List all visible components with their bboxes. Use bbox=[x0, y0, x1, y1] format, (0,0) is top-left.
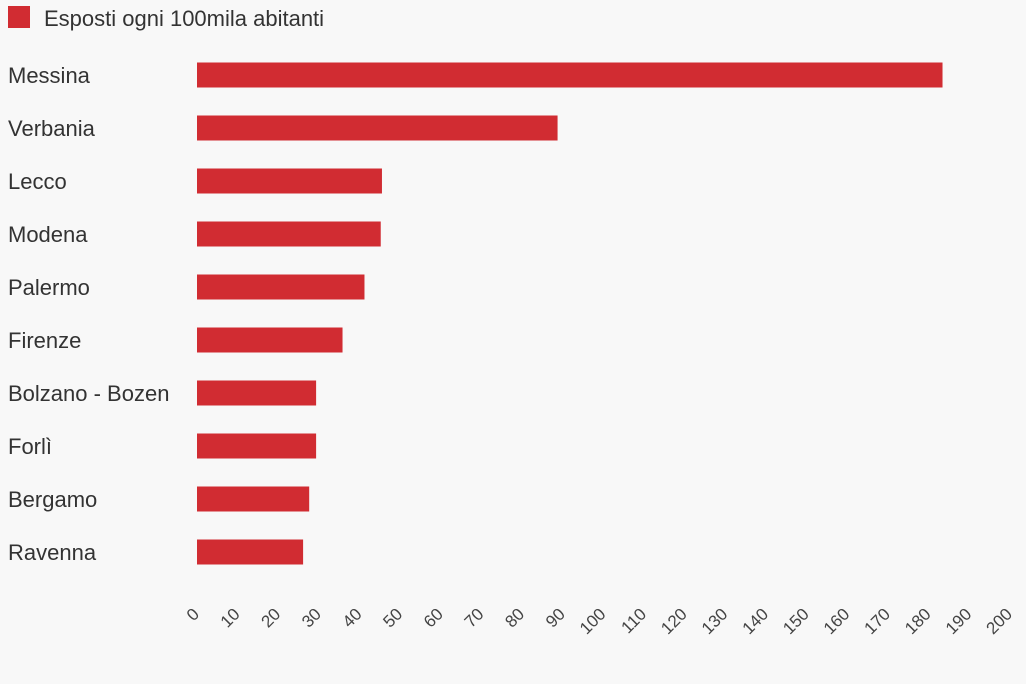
x-tick-label: 190 bbox=[942, 605, 975, 638]
x-tick-label: 110 bbox=[618, 605, 651, 638]
x-tick-label: 90 bbox=[542, 605, 569, 632]
x-tick-label: 130 bbox=[698, 605, 731, 638]
x-tick-label: 100 bbox=[576, 605, 609, 638]
category-label: Verbania bbox=[8, 116, 96, 141]
bar-bolzano-bozen bbox=[197, 380, 317, 406]
category-label: Bergamo bbox=[8, 487, 97, 512]
x-tick-label: 80 bbox=[501, 605, 528, 632]
x-tick-label: 120 bbox=[657, 605, 690, 638]
x-tick-label: 50 bbox=[379, 605, 406, 632]
x-tick-label: 30 bbox=[298, 605, 325, 632]
category-label: Lecco bbox=[8, 169, 67, 194]
x-tick-label: 170 bbox=[861, 605, 894, 638]
category-label: Palermo bbox=[8, 275, 90, 300]
bar-verbania bbox=[197, 115, 558, 141]
legend: Esposti ogni 100mila abitanti bbox=[8, 6, 324, 31]
legend-swatch bbox=[8, 6, 30, 28]
category-label: Modena bbox=[8, 222, 88, 247]
bar-palermo bbox=[197, 274, 365, 300]
bar-messina bbox=[197, 62, 943, 88]
x-tick-label: 70 bbox=[461, 605, 488, 632]
legend-label: Esposti ogni 100mila abitanti bbox=[44, 6, 324, 31]
category-label: Forlì bbox=[8, 434, 52, 459]
x-tick-label: 140 bbox=[739, 605, 772, 638]
category-label: Ravenna bbox=[8, 540, 97, 565]
x-tick-label: 0 bbox=[183, 605, 203, 625]
x-tick-label: 10 bbox=[217, 605, 244, 632]
x-axis-tick-labels: 0 10 20 30 40 50 60 70 80 90 100 110 120 130 140 150 160… bbox=[183, 605, 1016, 638]
x-tick-label: 20 bbox=[257, 605, 284, 632]
x-tick-label: 40 bbox=[339, 605, 366, 632]
category-label: Bolzano - Bozen bbox=[8, 381, 169, 406]
category-label: Firenze bbox=[8, 328, 81, 353]
bar-firenze bbox=[197, 327, 343, 353]
bar-bergamo bbox=[197, 486, 310, 512]
category-labels: Messina Verbania Lecco Modena Palermo Firenze… bbox=[8, 63, 169, 565]
x-tick-label: 200 bbox=[983, 605, 1016, 638]
x-tick-label: 180 bbox=[901, 605, 934, 638]
bar-modena bbox=[197, 221, 381, 247]
bar-forl- bbox=[197, 433, 317, 459]
bar-ravenna bbox=[197, 539, 304, 565]
category-label: Messina bbox=[8, 63, 91, 88]
bars-group bbox=[197, 62, 943, 565]
x-tick-label: 150 bbox=[779, 605, 812, 638]
x-tick-label: 160 bbox=[820, 605, 853, 638]
bar-lecco bbox=[197, 168, 382, 194]
x-tick-label: 60 bbox=[420, 605, 447, 632]
